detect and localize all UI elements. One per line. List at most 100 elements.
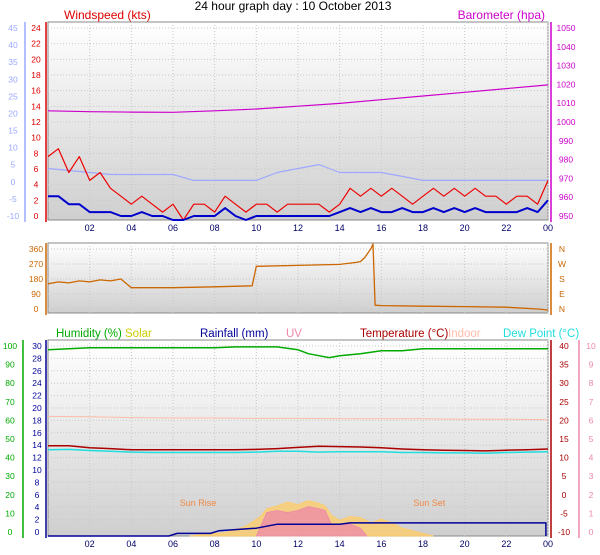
graph-title: 24 hour graph day : 10 October 2013	[195, 0, 392, 13]
barometer-axis-tick-label: 1050	[557, 23, 576, 33]
wind-outer-axis-tick-label: 40	[8, 40, 18, 50]
barometer-axis-tick-label: 1000	[557, 117, 576, 127]
wind-speed-axis-tick-label: 12	[31, 117, 41, 127]
direction-degree-axis-tick-label: 180	[29, 274, 43, 284]
rainfall-axis-tick-label: 10	[32, 465, 42, 475]
wind-speed-axis-tick-label: 14	[31, 101, 41, 111]
direction-compass-axis-tick-label: N	[559, 244, 565, 254]
uv-axis-tick-label: 9	[589, 360, 594, 370]
uv-axis-tick-label: 10	[586, 341, 596, 351]
uv-axis-tick-label: 0	[589, 527, 594, 537]
direction-compass-axis-tick-label: N	[559, 304, 565, 314]
wind-x-tick-label: 18	[418, 223, 428, 233]
direction-compass-axis-tick-label: E	[559, 289, 565, 299]
temperature-axis-tick-label: 10	[559, 453, 569, 463]
temp-x-tick-label: 00	[543, 539, 553, 549]
wind-speed-axis-tick-label: 6	[34, 164, 39, 174]
wind-x-tick-label: 06	[168, 223, 178, 233]
wind-speed-axis-tick-label: 22	[31, 39, 41, 49]
series-wind-gust	[47, 148, 549, 221]
temp-x-tick-label: 20	[460, 539, 470, 549]
barometer-axis-tick-label: 1040	[557, 42, 576, 52]
rainfall-axis-tick-label: 26	[32, 366, 42, 376]
barometer-axis-tick-label: 1010	[557, 98, 576, 108]
direction-degree-axis-tick-label: 270	[29, 259, 43, 269]
wind-speed-axis-tick-label: 18	[31, 70, 41, 80]
wind-outer-axis-tick-label: 5	[11, 160, 16, 170]
temperature-axis-tick-label: 20	[559, 415, 569, 425]
humidity-axis-tick-label: 50	[5, 434, 15, 444]
series-wind-direction	[47, 243, 549, 311]
temp-x-tick-label: 04	[126, 539, 136, 549]
temperature-axis-tick-label: 25	[559, 397, 569, 407]
legend-solar: Solar	[125, 328, 152, 340]
wind-speed-axis-tick-label: 20	[31, 54, 41, 64]
direction-degree-axis-tick-label: 90	[31, 289, 41, 299]
temperature-humidity-panel: Humidity (%) Solar Rainfall (mm) UV Temperat…	[3, 328, 596, 549]
rainfall-axis-tick-label: 0	[35, 527, 40, 537]
barometer-axis-tick-label: 950	[559, 211, 573, 221]
rainfall-axis-tick-label: 22	[32, 391, 42, 401]
temperature-axis-tick-label: 15	[559, 434, 569, 444]
rainfall-axis-tick-label: 16	[32, 428, 42, 438]
temp-x-tick-label: 10	[251, 539, 261, 549]
temp-x-tick-label: 18	[418, 539, 428, 549]
legend-dew: Dew Point (°C)	[503, 328, 579, 340]
temp-x-tick-label: 06	[168, 539, 178, 549]
barometer-axis-tick-label: 1020	[557, 79, 576, 89]
wind-barometer-panel: Windspeed (kts) Barometer (hpa) 45403530…	[7, 8, 576, 233]
rainfall-axis-tick-label: 24	[32, 378, 42, 388]
uv-axis-tick-label: 6	[589, 415, 594, 425]
wind-speed-axis-tick-label: 24	[31, 23, 41, 33]
temperature-axis-tick-label: 40	[559, 341, 569, 351]
wind-speed-axis-tick-label: 4	[34, 180, 39, 190]
humidity-axis-tick-label: 70	[5, 397, 15, 407]
uv-axis-tick-label: 2	[589, 490, 594, 500]
temp-x-tick-label: 22	[501, 539, 511, 549]
series-barometer	[47, 84, 549, 113]
temperature-axis-tick-label: 35	[559, 360, 569, 370]
temperature-axis-tick-label: 5	[562, 471, 567, 481]
rainfall-axis-tick-label: 2	[35, 515, 40, 525]
wind-x-tick-label: 12	[293, 223, 303, 233]
temp-x-tick-label: 16	[376, 539, 386, 549]
rainfall-axis-tick-label: 20	[32, 403, 42, 413]
legend-humidity: Humidity (%)	[56, 328, 122, 340]
wind-x-tick-label: 08	[210, 223, 220, 233]
wind-outer-axis-tick-label: 10	[8, 143, 18, 153]
humidity-axis-tick-label: 10	[5, 508, 15, 518]
legend-rainfall: Rainfall (mm)	[200, 328, 269, 340]
direction-degree-axis-tick-label: 0	[34, 304, 39, 314]
annotation-sun-set: Sun Set	[413, 498, 446, 508]
series-rainfall	[48, 522, 547, 537]
legend-uv: UV	[286, 328, 302, 340]
wind-outer-axis-tick-label: 30	[8, 74, 18, 84]
wind-x-tick-label: 16	[376, 223, 386, 233]
rainfall-axis-tick-label: 8	[35, 477, 40, 487]
uv-axis-tick-label: 5	[589, 434, 594, 444]
wind-x-tick-label: 22	[501, 223, 511, 233]
temperature-axis-tick-label: -10	[558, 527, 571, 537]
legend-temperature: Temperature (°C)	[360, 328, 448, 340]
barometer-axis-tick-label: 960	[559, 192, 573, 202]
direction-plot-area	[47, 242, 549, 314]
legend-barometer: Barometer (hpa)	[458, 8, 545, 22]
series-wind-average	[48, 195, 549, 221]
uv-axis-tick-label: 8	[589, 378, 594, 388]
wind-speed-axis-tick-label: 10	[31, 133, 41, 143]
wind-x-tick-label: 02	[85, 223, 95, 233]
barometer-axis-tick-label: 990	[559, 136, 573, 146]
wind-outer-axis-tick-label: -5	[9, 194, 17, 204]
uv-axis-tick-label: 3	[589, 471, 594, 481]
wind-outer-axis-tick-label: 15	[8, 126, 18, 136]
uv-axis-tick-label: 7	[589, 397, 594, 407]
wind-speed-axis-tick-label: 16	[31, 86, 41, 96]
barometer-axis-tick-label: 970	[559, 173, 573, 183]
wind-outer-axis-tick-label: 45	[8, 23, 18, 33]
uv-axis-tick-label: 1	[589, 508, 594, 518]
wind-speed-axis-tick-label: 0	[34, 211, 39, 221]
rainfall-axis-tick-label: 6	[35, 490, 40, 500]
series-wind-direction-trace	[47, 164, 548, 181]
